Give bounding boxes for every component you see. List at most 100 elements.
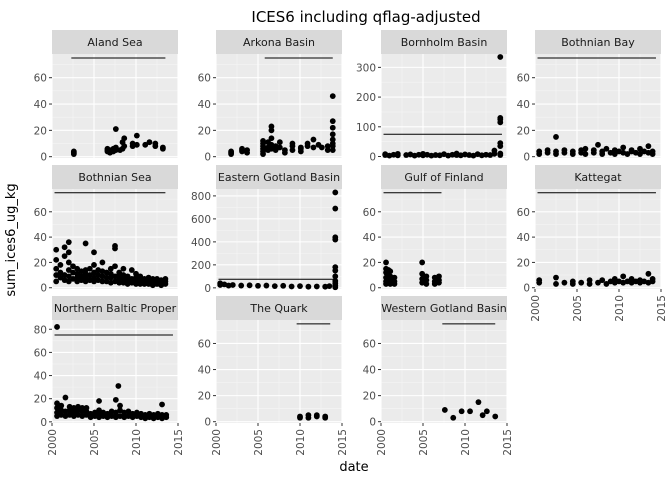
data-point (603, 281, 610, 287)
panel-strip (52, 165, 178, 189)
data-point (628, 275, 635, 282)
data-point (649, 148, 656, 155)
x-tick-label: 2010 (460, 429, 472, 456)
panel-strip (381, 296, 507, 320)
data-point (603, 145, 610, 152)
y-tick-label: 20 (198, 125, 211, 137)
data-point (124, 273, 131, 280)
data-point (61, 244, 68, 251)
data-point (244, 147, 250, 154)
panel-strip (535, 165, 661, 189)
data-point (611, 275, 618, 282)
x-tick-label: 2000 (47, 429, 59, 456)
y-tick-label: 0 (369, 417, 376, 429)
data-point (53, 278, 60, 285)
data-point (467, 408, 473, 415)
data-point (91, 249, 97, 256)
data-point (142, 141, 149, 148)
panel-strip (52, 30, 178, 54)
data-point (263, 282, 270, 289)
data-point (590, 147, 597, 154)
data-point (112, 396, 119, 403)
data-point (121, 143, 128, 150)
panel: Western Gotland Basin 0 20 40 60 2000 2005 2010… (363, 296, 514, 456)
panel: Kattegat 0 20 40 60 2000 2005 2010 2015 (517, 165, 668, 322)
data-point (91, 262, 97, 268)
data-point (288, 283, 295, 290)
x-tick-label: 2000 (211, 429, 223, 456)
data-point (578, 279, 585, 286)
data-point (305, 283, 312, 290)
data-point (582, 145, 589, 152)
data-point (58, 402, 65, 409)
panel: Gulf of Finland 0 20 40 60 (363, 165, 508, 295)
x-tick-label: 2005 (572, 295, 584, 322)
data-point (53, 265, 60, 272)
data-point (116, 269, 123, 276)
data-point (65, 273, 72, 280)
data-point (121, 135, 128, 142)
data-point (332, 234, 339, 241)
panel: Eastern Gotland Basin 0 200 400 600 800 (191, 165, 343, 295)
y-tick-label: 0 (40, 283, 47, 295)
y-tick-label: 20 (517, 257, 530, 269)
panel-title: Gulf of Finland (404, 171, 483, 184)
data-point (322, 413, 329, 420)
data-point (128, 267, 135, 273)
data-point (394, 150, 401, 157)
panel-title: The Quark (249, 302, 308, 315)
data-point (553, 281, 559, 287)
y-tick-label: 200 (191, 260, 211, 272)
x-tick-label: 2005 (418, 429, 430, 456)
y-tick-label: 60 (34, 207, 47, 219)
data-point (159, 401, 165, 408)
data-point (310, 136, 317, 143)
data-point (536, 277, 543, 284)
data-point (297, 144, 304, 151)
y-tick-label: 0 (204, 152, 211, 164)
data-point (268, 123, 275, 130)
y-tick-label: 80 (34, 324, 47, 336)
data-point (152, 143, 159, 150)
data-point (115, 383, 122, 389)
y-axis-label: sum_ices6_ug_kg (4, 183, 19, 296)
y-tick-label: 60 (517, 207, 530, 219)
data-point (133, 132, 140, 139)
data-point (561, 279, 568, 286)
y-tick-label: 800 (191, 191, 211, 203)
data-point (310, 144, 317, 151)
data-point (112, 126, 119, 132)
data-point (99, 259, 106, 266)
data-point (137, 273, 144, 280)
data-point (497, 54, 504, 60)
data-point (112, 263, 118, 270)
panel-title: Eastern Gotland Basin (218, 171, 340, 184)
data-point (620, 144, 627, 151)
y-tick-label: 40 (363, 365, 376, 377)
x-tick-label: 2010 (614, 295, 626, 322)
data-point (289, 140, 296, 147)
data-point (497, 114, 504, 121)
y-tick-label: 60 (198, 73, 211, 85)
data-point (280, 282, 287, 289)
data-point (561, 147, 568, 154)
data-point (86, 265, 93, 272)
panel-title: Northern Baltic Proper (54, 302, 177, 315)
data-point (329, 118, 336, 125)
data-point (329, 124, 336, 131)
x-tick-label: 2010 (131, 429, 143, 456)
y-tick-label: 40 (34, 99, 47, 111)
data-point (441, 407, 448, 413)
x-tick-label: 2000 (530, 295, 542, 322)
panel-title: Bothnian Sea (78, 171, 151, 184)
data-point (304, 140, 311, 147)
data-point (239, 145, 245, 152)
data-point (332, 264, 339, 271)
data-point (497, 150, 504, 157)
data-point (99, 278, 106, 285)
panel: Northern Baltic Proper 0 20 40 60 80 2000 2005 2… (34, 296, 185, 456)
panel-strip (216, 296, 342, 320)
data-point (332, 273, 339, 280)
data-point (313, 412, 320, 419)
data-point (107, 265, 114, 272)
